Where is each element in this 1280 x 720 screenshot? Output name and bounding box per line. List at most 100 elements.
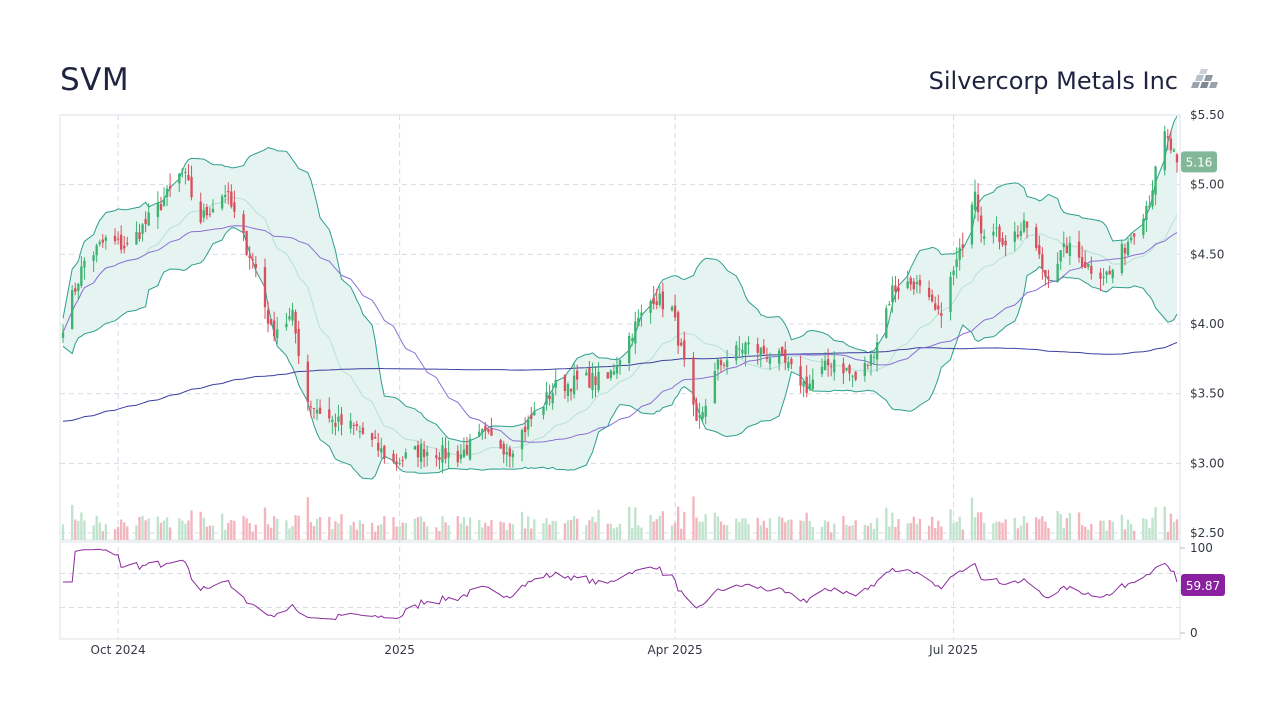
candle — [777, 348, 781, 371]
volume-bar — [1166, 531, 1169, 540]
candle — [349, 412, 352, 434]
volume-bar — [392, 517, 395, 540]
candle — [178, 173, 181, 192]
price-tick-label: $5.50 — [1190, 108, 1224, 122]
candle — [358, 425, 362, 439]
candle — [478, 423, 481, 438]
candle — [181, 168, 184, 178]
volume-bar — [1044, 521, 1047, 540]
candle — [1059, 250, 1062, 270]
volume-bar — [340, 514, 343, 540]
volume-bar — [484, 522, 487, 540]
candle — [499, 438, 502, 450]
volume-bar — [554, 521, 557, 540]
volume-bar — [468, 517, 472, 540]
candle — [340, 407, 343, 436]
candle — [618, 359, 622, 375]
volume-bar — [912, 516, 915, 540]
volume-bar — [631, 527, 634, 540]
candle — [1148, 195, 1151, 210]
candle — [872, 352, 876, 366]
volume-bar — [230, 519, 233, 540]
volume-bar — [487, 525, 490, 540]
candle — [995, 216, 998, 238]
volume-bar — [548, 524, 551, 540]
volume-bar — [438, 530, 441, 540]
volume-bar — [976, 512, 980, 540]
rsi-tick-label: 0 — [1190, 626, 1198, 640]
candle — [165, 184, 169, 207]
volume-bar — [1172, 521, 1176, 540]
candle — [426, 445, 429, 467]
volume-bar — [1056, 511, 1059, 540]
volume-bar — [530, 528, 533, 540]
volume-bar — [224, 529, 227, 540]
candle — [456, 445, 459, 468]
volume-bar — [872, 528, 876, 540]
volume-bar — [435, 527, 438, 540]
volume-bar — [741, 518, 744, 540]
candle — [447, 440, 450, 469]
volume-bar — [181, 520, 184, 540]
volume-bar — [777, 516, 781, 540]
volume-bar — [1099, 520, 1102, 540]
volume-bar — [328, 516, 331, 540]
candle — [1022, 212, 1026, 234]
candle — [673, 294, 677, 322]
volume-bar — [566, 520, 570, 540]
volume-bar — [661, 511, 665, 540]
volume-bar — [202, 517, 205, 540]
candle — [361, 422, 365, 435]
candle — [490, 417, 493, 436]
volume-bar — [459, 523, 463, 540]
volume-bar — [481, 527, 484, 540]
volume-bar — [523, 528, 527, 540]
volume-bar — [334, 521, 337, 540]
candle — [875, 334, 879, 372]
candle — [355, 420, 358, 431]
bollinger-upper-line — [62, 116, 1178, 443]
candle — [395, 453, 398, 471]
candle — [680, 338, 683, 347]
volume-bar — [1169, 513, 1173, 540]
volume-bar — [245, 518, 248, 540]
candle — [254, 256, 257, 278]
volume-bar — [875, 517, 879, 540]
volume-bar — [248, 523, 251, 540]
candle — [615, 356, 619, 380]
candle — [398, 457, 401, 466]
candle — [676, 310, 680, 354]
candle — [897, 279, 900, 300]
volume-bar — [104, 524, 108, 540]
volume-bar — [1163, 506, 1166, 540]
candle — [202, 203, 205, 223]
candle — [1080, 245, 1084, 270]
candle — [588, 361, 591, 389]
candle — [1044, 269, 1047, 286]
volume-bar — [184, 523, 187, 540]
volume-bar — [983, 522, 986, 540]
candle — [98, 239, 101, 247]
volume-bar — [456, 516, 459, 540]
volume-bar — [655, 519, 658, 540]
volume-bar — [747, 524, 750, 540]
volume-bar — [416, 517, 420, 540]
volume-bar — [940, 526, 943, 540]
volume-bar — [187, 520, 190, 540]
candle — [135, 221, 138, 245]
volume-bar — [765, 527, 769, 540]
candle — [1084, 250, 1087, 269]
volume-bar — [1035, 517, 1038, 540]
volume-bar — [520, 511, 524, 540]
volume-bar — [542, 523, 545, 540]
candle — [199, 192, 202, 225]
volume-bar — [695, 517, 698, 540]
candle — [652, 286, 655, 310]
volume-bar — [851, 525, 854, 540]
candle — [95, 243, 98, 263]
volume-bar — [885, 507, 888, 540]
volume-bar — [337, 523, 340, 540]
candle — [888, 301, 891, 306]
candle — [373, 429, 377, 439]
candle — [658, 286, 661, 308]
